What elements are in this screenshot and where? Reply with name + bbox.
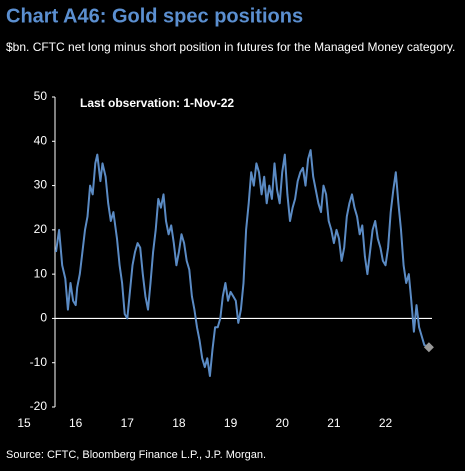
subtitle-box: $bn. CFTC net long minus short position … xyxy=(6,40,456,54)
source: Source: CFTC, Bloomberg Finance L.P., J.… xyxy=(6,449,266,461)
x-tick-label: 19 xyxy=(224,416,238,430)
data-line xyxy=(55,149,430,377)
last-marker xyxy=(423,342,434,353)
y-tick-label: -20 xyxy=(30,399,48,413)
annotation: Last observation: 1-Nov-22 xyxy=(80,96,234,110)
y-tick-label: 10 xyxy=(34,266,48,280)
y-tick-label: 30 xyxy=(34,178,48,192)
y-tick-label: -10 xyxy=(30,355,48,369)
x-tick-label: 17 xyxy=(121,416,135,430)
y-tick-label: 50 xyxy=(34,89,48,103)
chart-title: Chart A46: Gold spec positions xyxy=(6,5,303,27)
x-tick-label: 15 xyxy=(17,416,31,430)
x-tick-label: 21 xyxy=(327,416,341,430)
x-tick-label: 22 xyxy=(379,416,393,430)
x-tick-label: 16 xyxy=(69,416,83,430)
y-tick-label: 40 xyxy=(34,133,48,147)
chart-subtitle: $bn. CFTC net long minus short position … xyxy=(6,40,456,54)
y-tick-label: 20 xyxy=(34,222,48,236)
x-tick-label: 18 xyxy=(172,416,186,430)
y-tick-label: 0 xyxy=(40,311,47,325)
x-tick-label: 20 xyxy=(276,416,290,430)
